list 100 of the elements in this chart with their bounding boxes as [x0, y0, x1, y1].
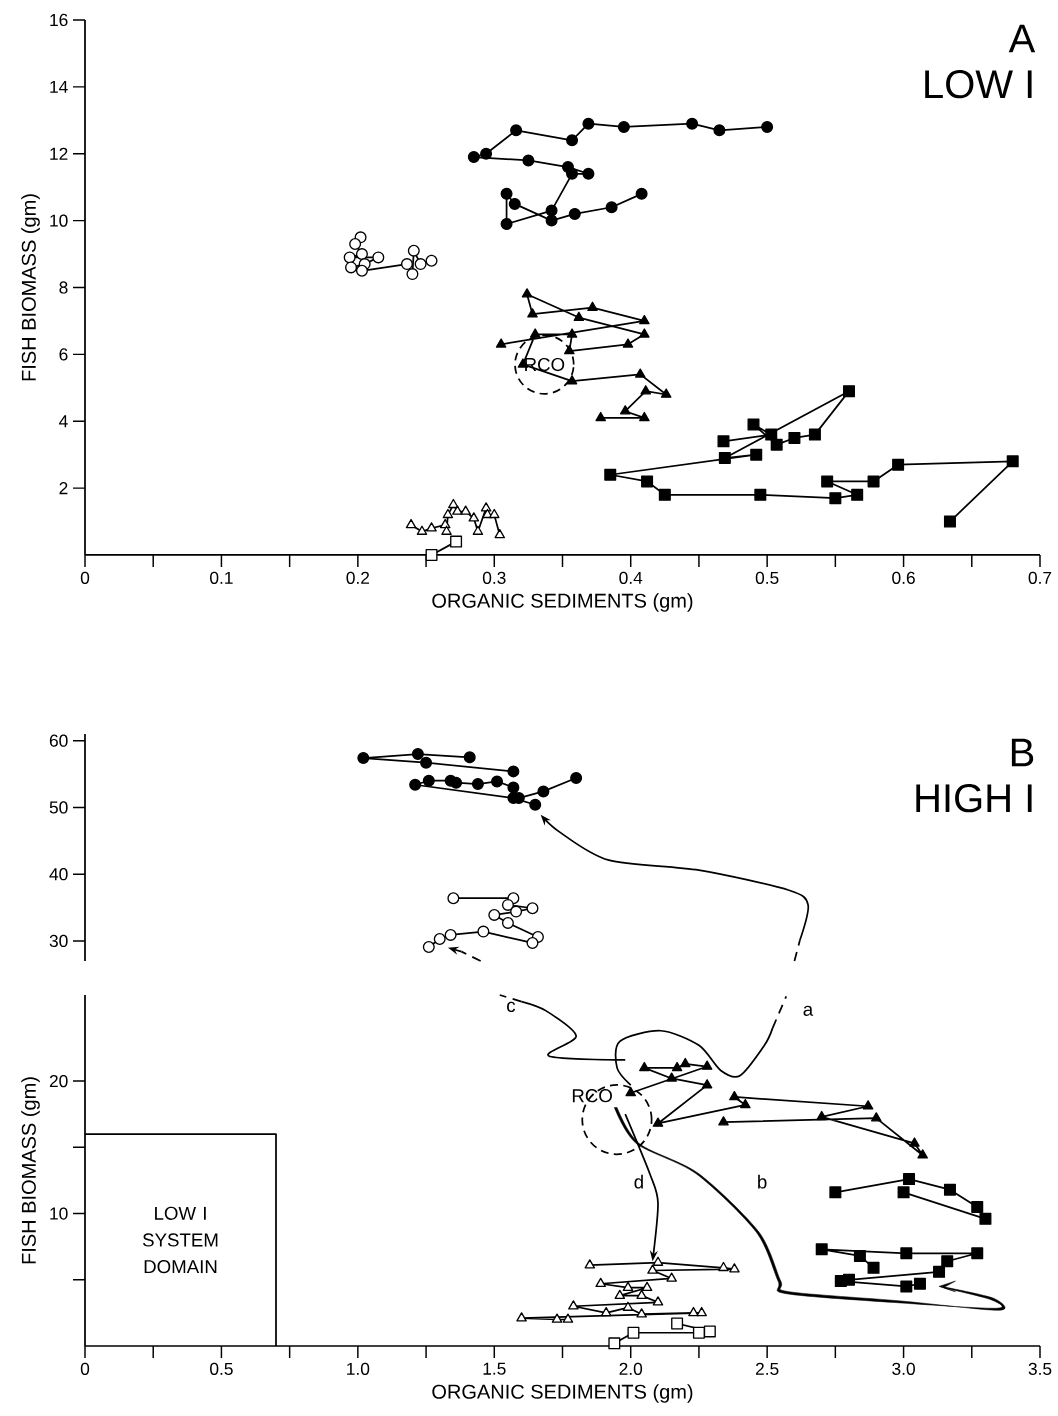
point	[933, 1265, 946, 1278]
point	[489, 508, 500, 519]
point	[688, 1306, 699, 1317]
point	[718, 1116, 729, 1126]
point	[622, 338, 634, 348]
x-tick-label: 0.2	[346, 571, 370, 584]
point	[409, 778, 422, 791]
point	[568, 1300, 579, 1310]
point	[639, 314, 650, 325]
point	[414, 258, 427, 271]
point	[871, 1112, 882, 1122]
x-tick-label: 1.5	[483, 1362, 506, 1375]
y-tick-label: 12	[50, 147, 68, 160]
x-tick-label: 0.4	[619, 571, 643, 584]
point	[652, 1256, 664, 1266]
point	[843, 1273, 855, 1286]
point	[770, 438, 783, 451]
point	[500, 187, 513, 200]
point	[522, 154, 535, 167]
point	[425, 254, 438, 267]
point	[718, 1261, 729, 1272]
point	[566, 375, 578, 385]
point	[527, 308, 538, 318]
point	[701, 1060, 713, 1070]
point	[472, 525, 484, 535]
point	[568, 207, 581, 220]
point	[426, 522, 437, 532]
point	[829, 1186, 842, 1199]
point	[788, 431, 801, 444]
point	[747, 418, 760, 431]
point	[516, 1312, 527, 1322]
y-tick-label: 20	[49, 1074, 68, 1088]
annotation: d	[634, 1174, 643, 1189]
point	[761, 120, 774, 133]
point	[617, 120, 630, 133]
point	[718, 452, 731, 465]
point	[355, 264, 368, 277]
point	[582, 167, 595, 180]
y-tick-label: 10	[50, 214, 68, 227]
point	[913, 1277, 926, 1290]
point	[604, 468, 617, 481]
point	[717, 435, 730, 448]
point	[640, 385, 652, 395]
point	[608, 1337, 621, 1350]
point	[816, 1110, 827, 1121]
point	[570, 772, 583, 785]
point	[584, 1259, 596, 1269]
point	[595, 1277, 606, 1288]
point	[566, 134, 579, 147]
point	[943, 1183, 956, 1196]
point	[701, 1079, 713, 1089]
point	[573, 311, 585, 321]
x-tick-label: 0.7	[1028, 571, 1052, 584]
point	[666, 1272, 677, 1282]
point	[903, 1173, 916, 1186]
point	[442, 508, 454, 519]
point	[441, 525, 452, 535]
point	[625, 1087, 636, 1097]
point	[343, 251, 356, 264]
point	[495, 338, 507, 348]
point	[422, 774, 435, 787]
x-tick-label: 2.0	[619, 1362, 643, 1375]
x-tick-label: 1.0	[347, 1362, 370, 1375]
point	[740, 1098, 751, 1109]
point	[467, 151, 480, 164]
point	[639, 411, 650, 422]
point	[622, 1281, 634, 1292]
point	[564, 345, 575, 355]
point	[562, 1313, 574, 1323]
x-tick-label: 2.5	[755, 1362, 779, 1375]
point	[627, 1326, 640, 1339]
point	[587, 301, 598, 311]
y-tick-label: 4	[59, 415, 68, 428]
point	[636, 1289, 647, 1299]
point	[1006, 455, 1019, 468]
x-axis-title: ORGANIC SEDIMENTS (gm)	[432, 1384, 693, 1403]
point	[400, 258, 413, 271]
point	[529, 798, 542, 811]
y-tick-label: 50	[49, 801, 68, 814]
point	[566, 328, 578, 338]
point	[641, 1281, 653, 1292]
point	[526, 902, 539, 915]
point	[634, 368, 646, 378]
point	[406, 268, 419, 281]
point	[526, 936, 539, 949]
point	[892, 458, 905, 471]
point	[829, 492, 842, 505]
point	[357, 752, 370, 765]
point	[696, 1306, 707, 1317]
point	[566, 167, 579, 180]
point	[635, 187, 648, 200]
annotation: RCO	[572, 1089, 612, 1103]
x-tick-label: 0	[80, 571, 90, 584]
point	[420, 756, 433, 769]
annotation: b	[758, 1174, 767, 1189]
point	[652, 1117, 664, 1127]
point	[971, 1247, 984, 1260]
x-tick-label: 0.5	[755, 571, 779, 584]
point	[450, 535, 463, 548]
point	[917, 1149, 928, 1159]
